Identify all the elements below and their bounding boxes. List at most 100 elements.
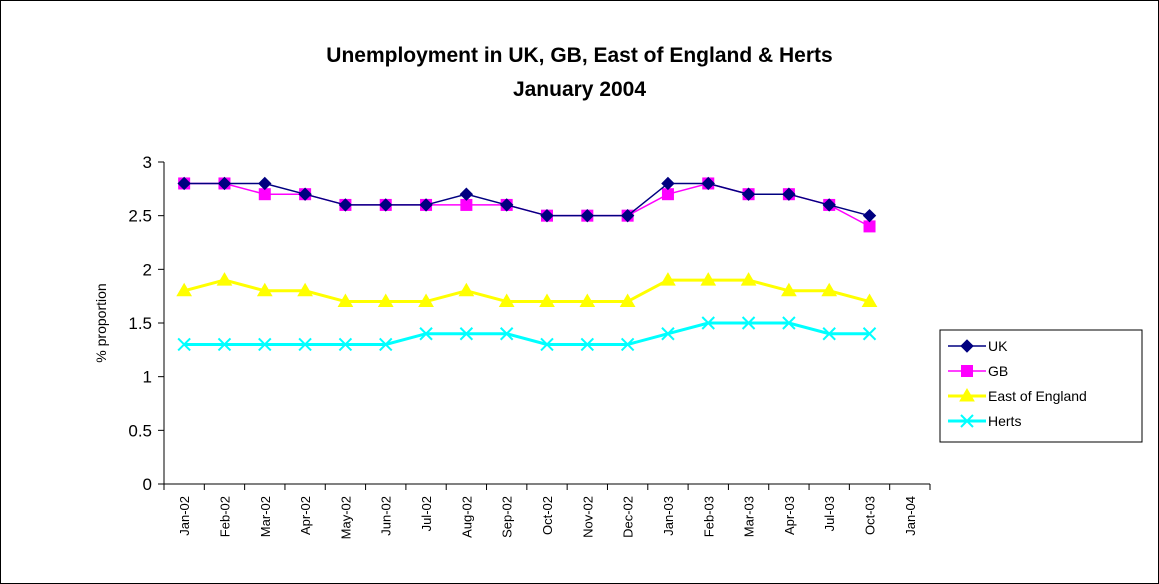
data-point [960, 339, 974, 353]
data-point [258, 337, 272, 352]
x-tick-label: Jan-02 [177, 496, 192, 536]
x-tick-label: Mar-03 [742, 496, 757, 537]
data-point [782, 187, 796, 201]
x-tick-label: Dec-02 [621, 496, 636, 538]
x-tick-label: Apr-03 [782, 496, 797, 535]
y-tick-label: 1 [143, 368, 152, 387]
data-point [540, 208, 554, 223]
data-point [499, 198, 514, 212]
data-point [459, 187, 474, 201]
data-point [460, 198, 473, 211]
chart-title: Unemployment in UK, GB, East of England … [326, 44, 833, 67]
data-point [216, 272, 233, 286]
series-line [183, 278, 870, 304]
series-herts [177, 316, 877, 352]
data-point [377, 293, 394, 308]
data-point [862, 327, 877, 341]
series-layer [176, 176, 878, 352]
data-point [217, 337, 232, 352]
x-tick-label: Apr-02 [298, 496, 313, 535]
data-point [660, 272, 676, 286]
y-tick-label: 3 [143, 153, 152, 172]
data-point [338, 198, 353, 212]
legend: UK GB East of England Herts [939, 329, 1143, 443]
data-point [297, 282, 313, 297]
data-point [822, 327, 836, 341]
data-point [579, 293, 596, 308]
data-point [419, 327, 433, 341]
data-point [781, 282, 797, 297]
series-uk [177, 176, 877, 223]
data-point [338, 337, 353, 352]
data-point [419, 198, 433, 212]
x-tick-label: Jan-04 [903, 496, 918, 536]
legend-item: GB [948, 363, 1008, 379]
data-point [177, 176, 191, 191]
data-point [960, 414, 974, 428]
data-point [700, 272, 717, 286]
legend-label: UK [988, 338, 1008, 354]
legend-label: East of England [988, 388, 1087, 404]
series-line [184, 182, 870, 217]
legend-item: East of England [948, 388, 1087, 404]
series-east-of-england [176, 272, 878, 308]
data-point [256, 282, 273, 297]
chart-subtitle: January 2004 [512, 78, 647, 101]
data-point [619, 293, 636, 308]
data-point [177, 337, 191, 352]
data-point [458, 282, 475, 297]
data-point [258, 188, 271, 201]
data-point [701, 176, 715, 191]
data-point [782, 316, 796, 330]
legend-label: Herts [988, 413, 1021, 429]
series-gb [178, 177, 876, 233]
x-tick-label: Jan-03 [661, 496, 676, 536]
x-tick-label: Jul-02 [419, 496, 434, 531]
x-tick-label: Nov-02 [580, 496, 595, 538]
x-tick-label: Mar-02 [258, 496, 273, 537]
data-point [459, 327, 474, 341]
data-point [418, 293, 434, 308]
data-point [176, 282, 193, 297]
data-point [661, 176, 675, 191]
data-point [298, 337, 312, 352]
data-point [379, 198, 393, 212]
data-point [337, 293, 354, 308]
data-point [661, 188, 674, 201]
x-tick-label: Aug-02 [459, 496, 474, 538]
data-point [539, 293, 555, 308]
data-point [863, 220, 876, 233]
series-line [184, 321, 870, 346]
x-tick-label: Feb-03 [701, 496, 716, 537]
axes: 0 0.5 1 1.5 2 2.5 3 % proportion Jan-02 Feb-02 Mar… [93, 153, 931, 539]
data-point [540, 337, 554, 352]
data-point [580, 208, 595, 223]
data-point [741, 187, 756, 201]
y-tick-label: 0 [143, 475, 152, 494]
y-tick-label: 2 [143, 260, 152, 279]
data-point [258, 176, 272, 191]
y-tick-label: 1.5 [128, 314, 152, 333]
data-point [740, 272, 757, 286]
data-point [741, 316, 756, 330]
x-tick-label: May-02 [338, 496, 353, 539]
data-point [701, 316, 715, 330]
legend-box [939, 329, 1143, 443]
data-point [620, 337, 635, 352]
y-tick-label: 2.5 [128, 207, 152, 226]
y-tick-label: 0.5 [128, 421, 152, 440]
data-point [580, 337, 595, 352]
x-tick-label: Feb-02 [217, 496, 232, 537]
legend-item: Herts [948, 413, 1021, 429]
data-point [961, 365, 973, 377]
x-tick-label: Jul-03 [822, 496, 837, 531]
data-point [499, 327, 514, 341]
x-tick-label: Sep-02 [500, 496, 515, 538]
x-tick-label: Jun-02 [379, 496, 394, 536]
data-point [620, 208, 635, 223]
legend-item: UK [948, 338, 1008, 354]
x-tick-label: Oct-02 [540, 496, 555, 535]
data-point [661, 327, 675, 341]
